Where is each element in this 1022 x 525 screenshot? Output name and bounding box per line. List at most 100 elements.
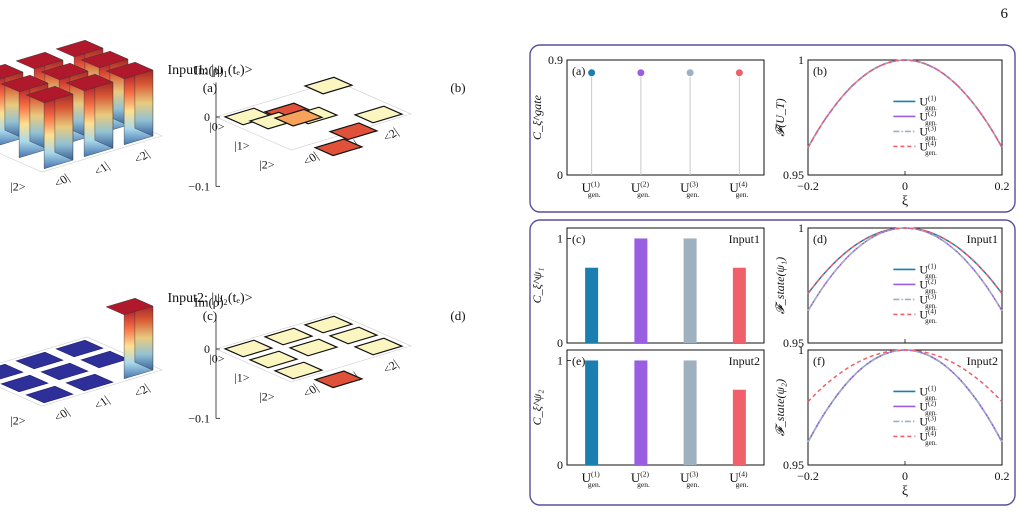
matrix-tile xyxy=(288,338,339,357)
bar xyxy=(683,238,697,343)
legend-label: U(3) gen. xyxy=(919,414,937,432)
fidelity-line-U4 xyxy=(807,349,1003,403)
z-axis-title: Im(ρ) xyxy=(194,62,224,77)
x-category-label: U(3) gen. xyxy=(680,180,699,200)
matrix-tile xyxy=(313,138,364,157)
row-tick-label: |2> xyxy=(10,414,25,428)
z-tick-label: −0.1 xyxy=(188,179,210,193)
legend-label: U(2) gen. xyxy=(919,277,937,295)
y-tick-label: 1 xyxy=(798,53,804,67)
x-category-label: U(4) gen. xyxy=(729,180,748,200)
page-number: 6 xyxy=(1000,6,1009,22)
y-tick-label: 0.95 xyxy=(783,336,804,350)
matrix-bar-top xyxy=(105,62,154,79)
input1-title: Input1: |ψ₁(tₑ)> xyxy=(167,63,252,78)
matrix-bar-top xyxy=(0,64,24,80)
panel-label: (d) xyxy=(450,308,465,323)
axes-box xyxy=(807,227,1003,344)
y-tick-label: 0 xyxy=(557,168,563,182)
x-category-label: U(1) gen. xyxy=(582,470,601,490)
col-tick-label: <0| xyxy=(300,149,320,169)
matrix-bar-top xyxy=(25,86,74,103)
stem-marker xyxy=(587,68,597,78)
bar xyxy=(683,360,697,465)
y-tick-label: 0.9 xyxy=(548,53,563,67)
y-tick-label: 1 xyxy=(557,231,563,245)
panel-c-input1-cost: 1 0 C_ξ^ψ₁ (c) Input1 xyxy=(530,227,765,350)
col-tick-label: <2| xyxy=(380,125,400,145)
matrix-bar-top xyxy=(15,52,64,69)
row-tick-label: |0> xyxy=(209,120,224,134)
x-tick-label: 0.2 xyxy=(995,179,1010,193)
matrix-bar-top xyxy=(0,75,49,92)
stem-marker xyxy=(636,68,646,78)
axes-box xyxy=(566,59,765,176)
matrix-tile xyxy=(328,326,379,345)
panel-label: (a) xyxy=(203,80,217,95)
x-tick-label: 0.2 xyxy=(995,469,1010,483)
matrix-tile xyxy=(273,361,324,380)
frame-top xyxy=(529,44,1016,213)
matrix-tile xyxy=(55,339,104,358)
matrix-bar-top xyxy=(55,40,104,57)
panel-b-gate-fidelity: 1 0.95 𝓕(U_T) (b) U(1) gen.U(2) gen.U(3) gen.U(… xyxy=(773,53,1010,209)
row-tick-label: |1> xyxy=(0,161,1,175)
matrix-tile xyxy=(248,350,299,369)
y-tick-label: 0 xyxy=(557,458,563,472)
axes-box xyxy=(566,227,765,344)
legend-label: U(2) gen. xyxy=(919,399,937,417)
col-tick-label: <1| xyxy=(91,393,111,413)
bar xyxy=(585,267,599,343)
matrix-bar-top xyxy=(40,63,89,80)
z-axis-title: Im(ρ) xyxy=(194,294,224,309)
panel-d-input1-fidelity: 1 0.95 𝓕_state(ψ₁) (d) Input1 U(1) gen.U(2) gen… xyxy=(773,221,1003,350)
legend-label: U(1) gen. xyxy=(919,262,937,280)
y-axis-label: 𝓕(U_T) xyxy=(773,98,787,136)
bar xyxy=(732,267,746,343)
matrix-tile xyxy=(0,374,49,393)
z-tick-label: 0 xyxy=(204,110,210,124)
col-tick-label: <2| xyxy=(380,357,400,377)
legend-label: U(1) gen. xyxy=(919,384,937,402)
stem-marker xyxy=(685,68,695,78)
x-axis-label: ξ xyxy=(902,484,908,499)
axes-box xyxy=(566,349,765,466)
matrix-bar-top xyxy=(105,298,154,315)
x-tick-label: 0 xyxy=(902,469,908,483)
matrix-tile xyxy=(303,315,354,334)
legend-label: U(3) gen. xyxy=(919,124,937,142)
frame-bottom xyxy=(529,219,1016,506)
col-tick-label: <1| xyxy=(91,159,111,179)
panel-tag: Input2 xyxy=(729,354,760,368)
bar xyxy=(634,238,648,343)
matrix-panel-c: 1.00.50−0.5Re(ρ)(c)|0>|1>|2><0|<1|<2| xyxy=(0,297,217,428)
matrix-tile xyxy=(223,339,274,358)
legend-label: U(2) gen. xyxy=(919,109,937,127)
matrix-tile xyxy=(263,327,314,346)
y-tick-label: 1 xyxy=(557,353,563,367)
row-tick-label: |1> xyxy=(0,395,1,409)
legend-label: U(1) gen. xyxy=(919,94,937,112)
panel-e-input2-cost: 1 0 C_ξ^ψ₂ (e) Input2 U(1) gen. U(2) gen. U(3) gen… xyxy=(530,349,765,490)
x-tick-label: −0.2 xyxy=(797,469,819,483)
y-axis-label: C_ξ^ψ₂ xyxy=(530,390,544,426)
bar xyxy=(634,360,648,465)
y-axis-label: C_ξ^gate xyxy=(530,94,544,140)
panel-tag: Input2 xyxy=(967,354,998,368)
fidelity-line-U3 xyxy=(807,227,1003,312)
x-category-label: U(3) gen. xyxy=(680,470,699,490)
panel-f-input2-fidelity: 1 0.95 𝓕_state(ψ₂) (f) Input2 U(1) gen.U(2) gen… xyxy=(773,343,1010,499)
col-tick-label: <2| xyxy=(131,381,151,401)
z-tick-label: 0 xyxy=(204,342,210,356)
legend-label: U(4) gen. xyxy=(919,139,937,157)
input2-title: Input2: |ψ₂(tₑ)> xyxy=(167,291,252,306)
y-tick-label: 0.95 xyxy=(783,168,804,182)
x-tick-label: 0 xyxy=(902,179,908,193)
x-category-label: U(4) gen. xyxy=(729,470,748,490)
panel-label: (a) xyxy=(572,64,585,78)
fidelity-line-U4 xyxy=(807,227,1003,294)
matrix-tile xyxy=(303,76,354,95)
row-tick-label: |2> xyxy=(10,180,25,194)
matrix-tile xyxy=(15,351,64,370)
panel-label: (b) xyxy=(450,80,465,95)
